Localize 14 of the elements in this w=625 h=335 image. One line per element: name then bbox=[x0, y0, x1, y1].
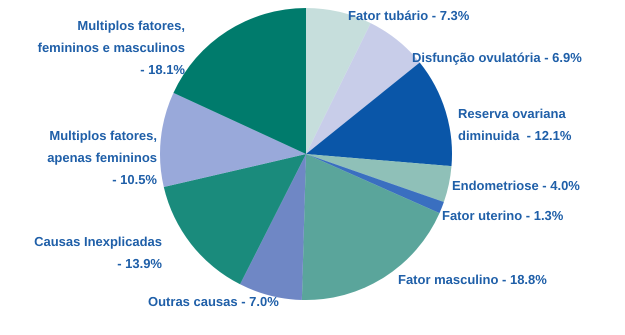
pie-slice bbox=[160, 92, 306, 187]
slice-label: Reserva ovariana diminuida - 12.1% bbox=[458, 106, 572, 143]
slice-label: Multiplos fatores, femininos e masculinos - 18.1% bbox=[38, 18, 186, 77]
pie-slice bbox=[164, 154, 306, 284]
slice-label: Fator tubário - 7.3% bbox=[348, 8, 470, 23]
pie-slice bbox=[306, 154, 452, 202]
slice-label: Endometriose - 4.0% bbox=[452, 178, 580, 193]
slice-label: Causas Inexplicadas - 13.9% bbox=[34, 234, 162, 271]
slice-label: Disfunção ovulatória - 6.9% bbox=[412, 50, 582, 65]
slice-label: Outras causas - 7.0% bbox=[148, 294, 280, 309]
slice-label: Fator masculino - 18.8% bbox=[398, 272, 548, 287]
pie-slice bbox=[306, 154, 444, 214]
slice-label: Fator uterino - 1.3% bbox=[442, 208, 564, 223]
slice-label: Multiplos fatores, apenas femininos - 10.5% bbox=[47, 128, 158, 187]
